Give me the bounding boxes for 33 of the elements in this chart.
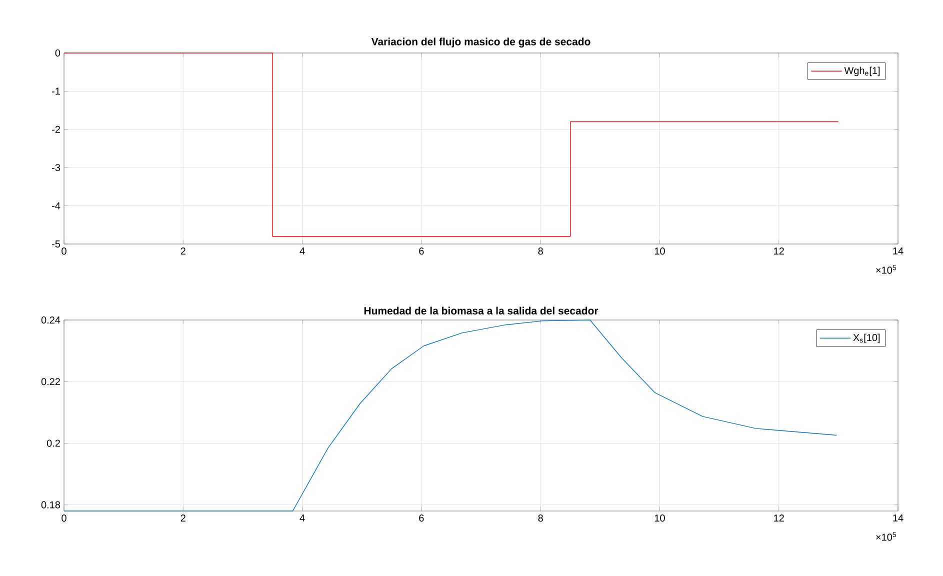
chart-title: Variacion del flujo masico de gas de secado [371, 38, 590, 48]
x-tick-label: 14 [893, 514, 904, 522]
x-tick-label: 10 [654, 514, 665, 522]
y-tick-label: 0.18 [41, 501, 60, 508]
legend-label: X$_{s}$[10] [853, 334, 880, 344]
x-tick-label: 0 [62, 248, 66, 255]
legend-label: Wgh$_{e}$[1] [844, 66, 880, 76]
y-tick-label: -4 [52, 202, 60, 210]
x-tick-label: 6 [419, 248, 424, 255]
x-tick-label: 8 [538, 514, 543, 522]
x-tick-label: 4 [300, 514, 305, 522]
chart-title: Humedad de la biomasa a la salida del secador [364, 306, 598, 314]
y-tick-label: 0.22 [41, 378, 60, 386]
x-tick-label: 12 [774, 514, 784, 522]
y-tick-label: -5 [52, 240, 60, 248]
line-series [64, 320, 837, 512]
x-tick-label: 2 [180, 514, 186, 522]
y-tick-label: -1 [52, 88, 60, 95]
x-tick-label: 10 [654, 248, 665, 255]
y-tick-label: -3 [52, 164, 60, 172]
x-tick-label: 0 [62, 514, 66, 522]
y-tick-label: 0.2 [46, 440, 60, 447]
text: ×10$^{5}$ [876, 265, 896, 274]
y-tick-label: -2 [52, 126, 60, 133]
text: ×10$^{5}$ [876, 532, 896, 541]
x-tick-label: 14 [893, 248, 904, 254]
x-tick-label: 2 [180, 248, 186, 255]
y-tick-label: 0 [55, 49, 60, 57]
x-tick-label: 12 [774, 248, 784, 255]
y-tick-label: 0.24 [41, 316, 60, 324]
x-tick-label: 8 [538, 248, 543, 255]
x-tick-label: 6 [419, 514, 424, 522]
x-tick-label: 4 [300, 248, 305, 254]
